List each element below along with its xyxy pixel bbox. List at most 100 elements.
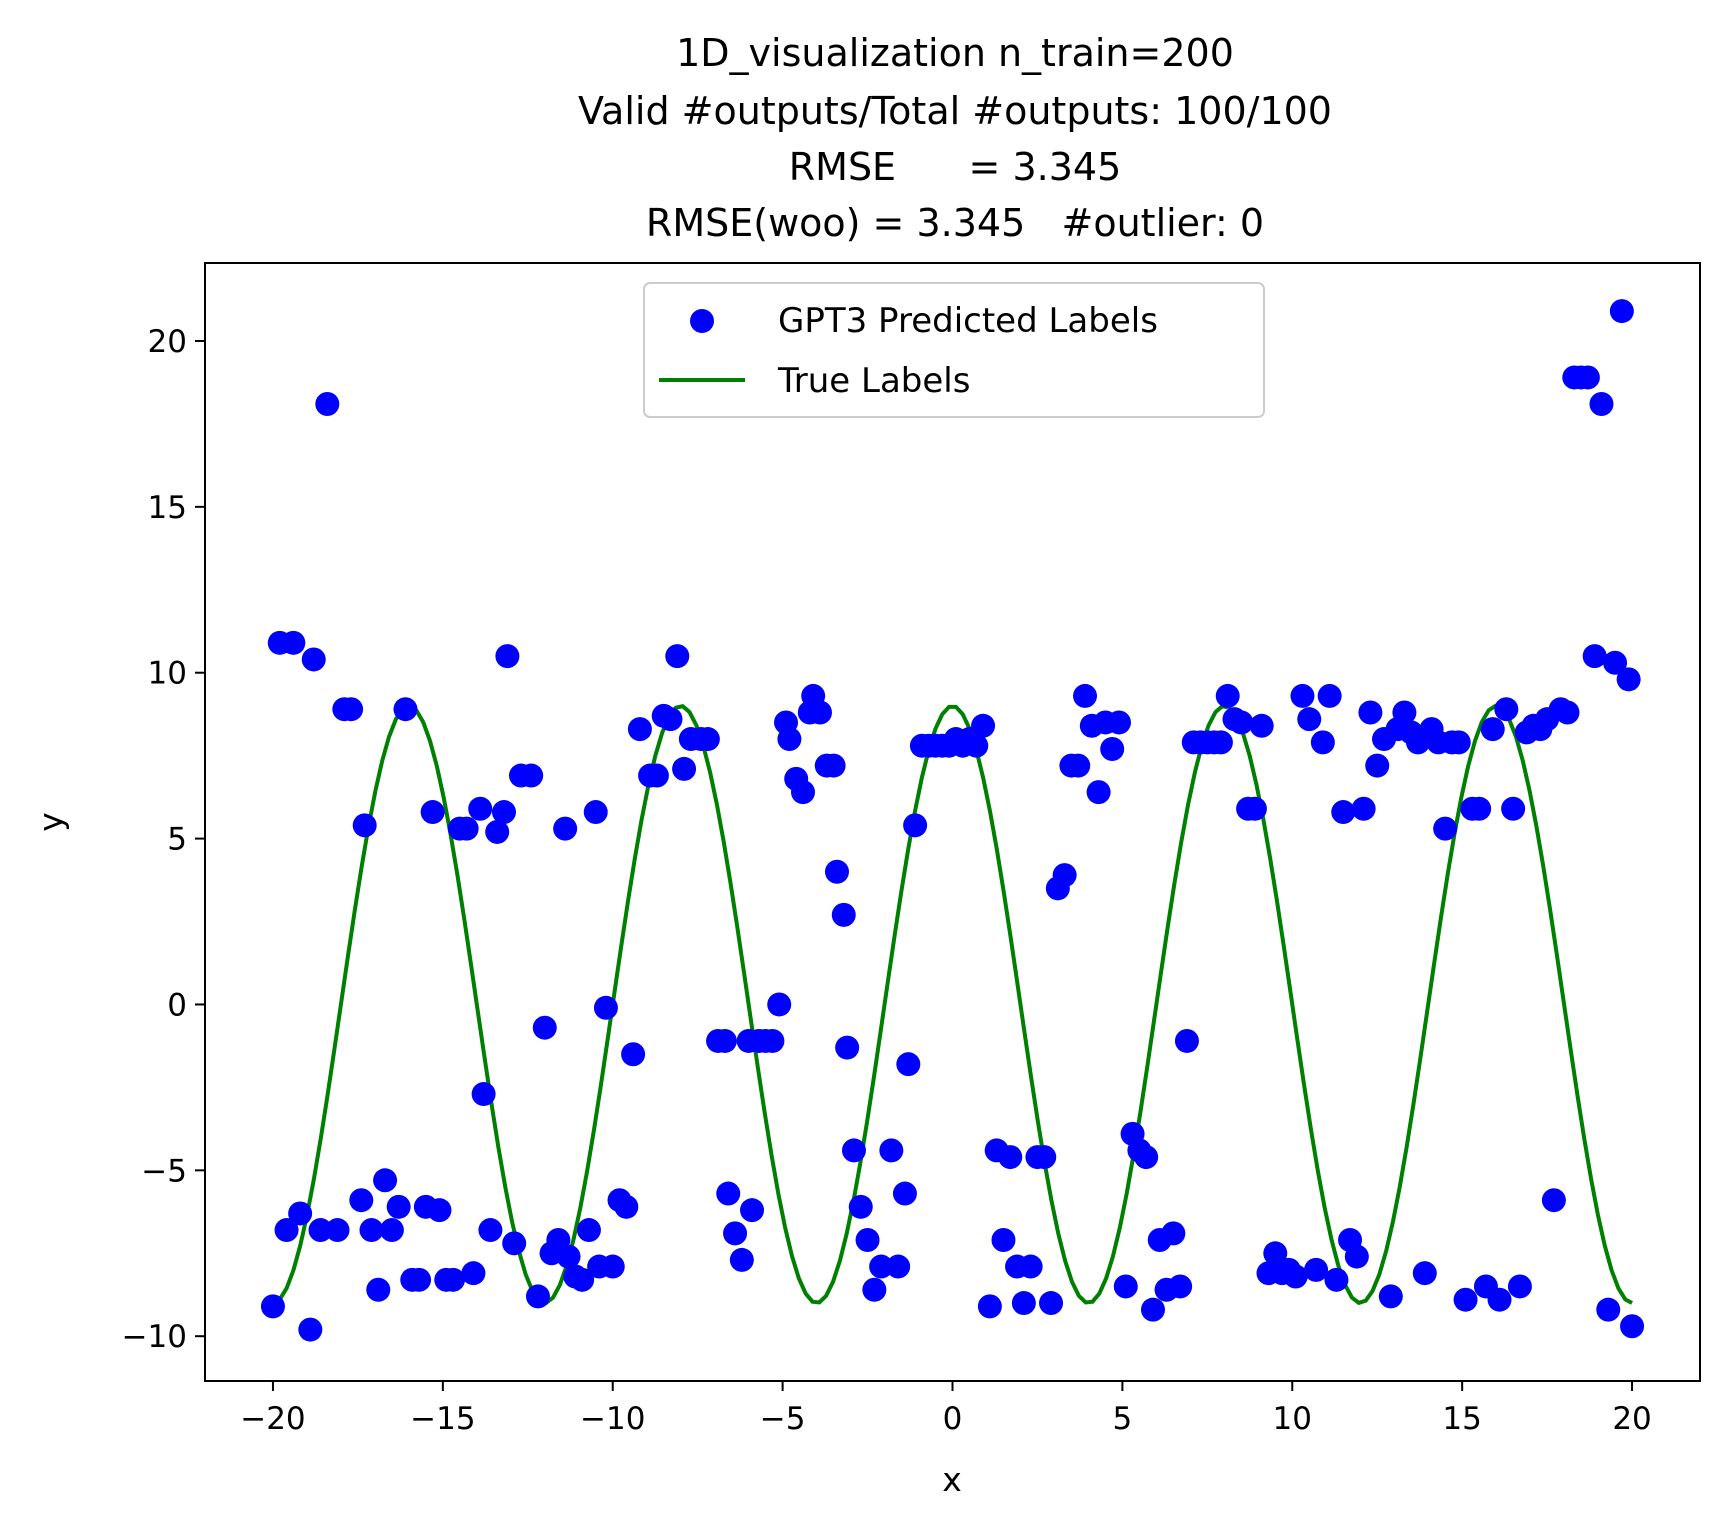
predicted-point (492, 800, 516, 825)
predicted-point (1290, 683, 1315, 708)
true-labels-line (271, 703, 1634, 1306)
predicted-point (991, 1228, 1016, 1253)
x-tick-label: 20 (1612, 1401, 1651, 1437)
predicted-point (379, 1218, 404, 1243)
title: 1D_visualization n_train=200 Valid #outp… (578, 31, 1332, 245)
predicted-point (1297, 707, 1322, 732)
predicted-point (570, 1267, 595, 1292)
legend-marker-predicted (690, 309, 714, 333)
predicted-point (807, 700, 832, 725)
predicted-point (1589, 391, 1614, 416)
title-line-2: Valid #outputs/Total #outputs: 100/100 (578, 89, 1332, 133)
y-tick-label: 5 (167, 822, 187, 858)
predicted-point (1140, 1297, 1165, 1322)
predicted-point (1113, 1274, 1138, 1299)
true-labels-layer (271, 703, 1634, 1306)
x-tick-label: −10 (580, 1401, 645, 1437)
predicted-point (621, 1042, 646, 1067)
predicted-point (274, 1218, 299, 1243)
predicted-point (583, 800, 608, 825)
predicted-point (1453, 1287, 1478, 1312)
predicted-point (841, 1138, 866, 1163)
predicted-point (495, 644, 520, 669)
predicted-point (339, 697, 364, 722)
predicted-point (1596, 1297, 1621, 1322)
predicted-point (862, 1277, 887, 1302)
predicted-point (352, 813, 377, 838)
predicted-point (998, 1145, 1023, 1170)
predicted-point (1263, 1241, 1288, 1266)
predicted-point (1467, 796, 1492, 821)
predicted-point (454, 816, 479, 841)
predicted-point (1480, 717, 1505, 742)
predicted-point (1412, 1261, 1437, 1286)
predicted-point (386, 1194, 411, 1219)
predicted-point (1249, 713, 1274, 738)
predicted-point (1507, 1274, 1532, 1299)
predicted-point (1324, 1267, 1349, 1292)
title-line-4: RMSE(woo) = 3.345 #outlier: 0 (646, 201, 1264, 245)
predicted-point (325, 1218, 350, 1243)
predicted-point (1331, 800, 1356, 825)
predicted-point (260, 1294, 285, 1319)
predicted-point (1446, 730, 1471, 755)
legend-label-predicted: GPT3 Predicted Labels (778, 301, 1158, 341)
predicted-point (627, 717, 652, 742)
x-tick-label: −5 (760, 1401, 806, 1437)
predicted-point (1161, 1221, 1186, 1246)
predicted-point (869, 1254, 894, 1279)
predicted-point (519, 763, 544, 788)
predicted-point (879, 1138, 904, 1163)
predicted-point (471, 1082, 496, 1107)
predicted-point (1378, 1284, 1403, 1309)
legend: GPT3 Predicted Labels True Labels (643, 282, 1265, 418)
y-tick-label: 20 (148, 324, 187, 360)
y-tick-label: 10 (148, 656, 187, 692)
predicted-point (1344, 1244, 1369, 1269)
predicted-point (791, 780, 815, 805)
x-axis-ticks: −20 −15 −10 −5 0 5 10 15 20 (240, 1381, 1652, 1437)
predicted-point (553, 816, 578, 841)
predicted-point (593, 995, 618, 1020)
predicted-point (420, 800, 445, 825)
predicted-point (301, 647, 326, 672)
predicted-point (855, 1228, 880, 1253)
predicted-point (1351, 796, 1376, 821)
predicted-point (298, 1317, 323, 1342)
predicted-point (1106, 710, 1131, 735)
predicted-point (964, 733, 989, 758)
predicted-point (740, 1198, 765, 1223)
predicted-point (478, 1218, 503, 1243)
predicted-point (712, 1028, 737, 1053)
predicted-point (821, 753, 846, 778)
predicted-point (556, 1244, 581, 1269)
predicted-point (760, 1028, 785, 1053)
x-tick-label: −20 (240, 1401, 305, 1437)
predicted-point (366, 1277, 391, 1302)
predicted-point (1100, 737, 1125, 762)
predicted-point (1066, 753, 1091, 778)
predicted-point (1575, 365, 1600, 390)
predicted-point (502, 1231, 527, 1256)
legend-label-true: True Labels (777, 361, 970, 401)
predicted-point (359, 1218, 384, 1243)
title-line-3: RMSE = 3.345 (789, 145, 1122, 189)
predicted-point (767, 992, 792, 1017)
y-axis-ticks: −10 −5 0 5 10 15 20 (122, 324, 205, 1355)
predicted-point (373, 1168, 398, 1193)
x-tick-label: 5 (1113, 1401, 1133, 1437)
predicted-point (1365, 753, 1390, 778)
predicted-point (1039, 1291, 1064, 1316)
predicted-point (441, 1267, 466, 1292)
x-tick-label: 10 (1273, 1401, 1312, 1437)
predicted-point (1283, 1264, 1308, 1289)
title-line-1: 1D_visualization n_train=200 (676, 31, 1234, 75)
predicted-point (1086, 780, 1111, 805)
predicted-point (393, 697, 418, 722)
predicted-point (1208, 730, 1233, 755)
predicted-point (281, 630, 306, 655)
predicted-point (1392, 700, 1417, 725)
predicted-point (1358, 700, 1383, 725)
predicted-point (1134, 1145, 1159, 1170)
predicted-point (1052, 863, 1077, 888)
